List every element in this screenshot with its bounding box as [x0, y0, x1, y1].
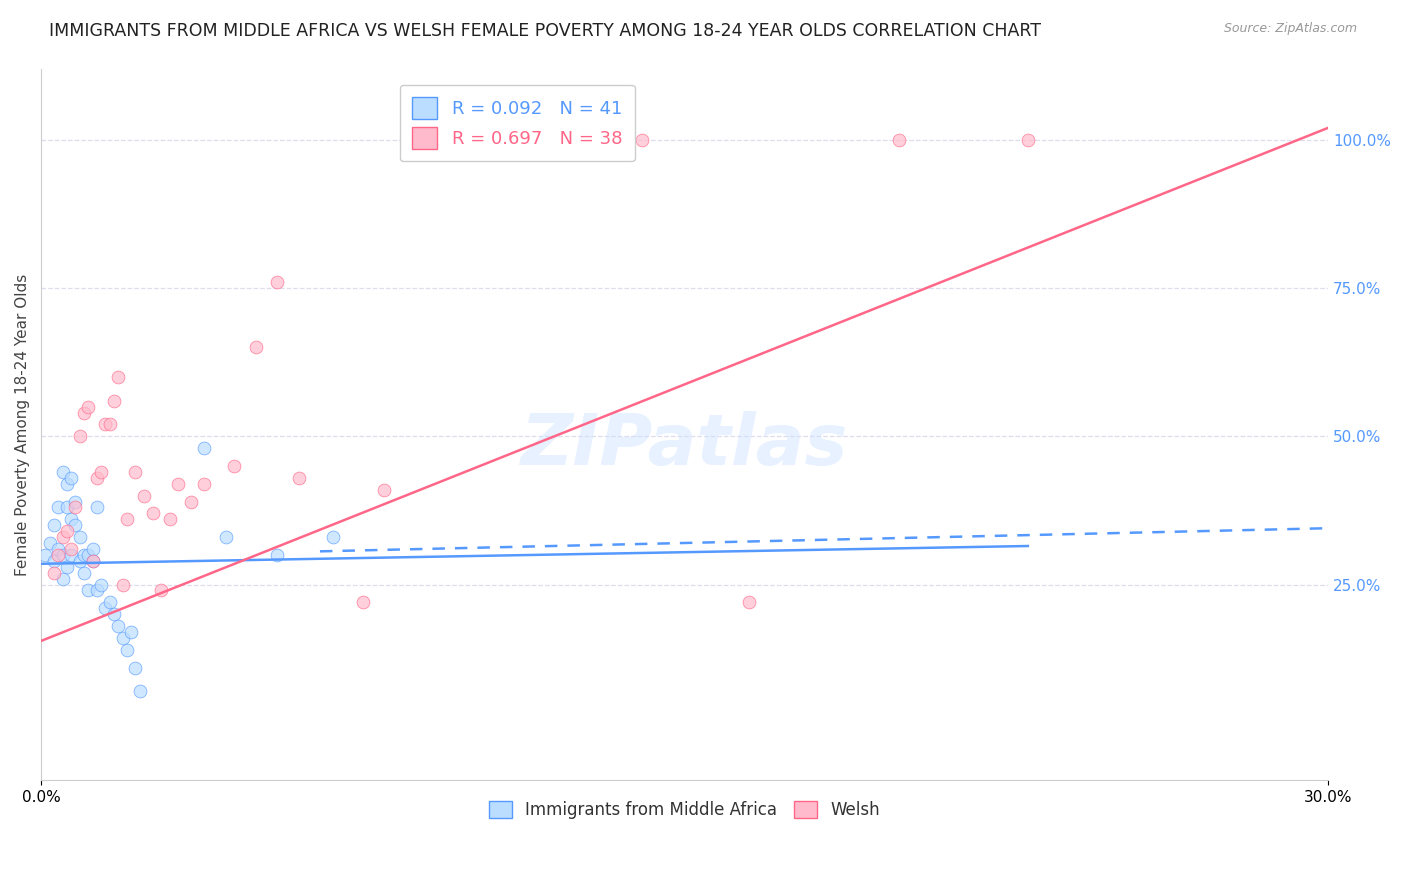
Point: [115, 642, 138, 657]
Point: [69, 530, 91, 544]
Point: [60, 471, 83, 485]
Point: [42, 518, 65, 533]
Point: [352, 595, 374, 609]
Point: [159, 512, 181, 526]
Y-axis label: Female Poverty Among 18-24 Year Olds: Female Poverty Among 18-24 Year Olds: [15, 273, 30, 575]
Point: [34, 548, 56, 562]
Point: [180, 494, 202, 508]
Point: [124, 660, 146, 674]
Point: [73, 566, 96, 580]
Point: [46, 541, 69, 556]
Point: [56, 476, 79, 491]
Point: [51, 530, 73, 544]
Point: [60, 512, 83, 526]
Point: [51, 548, 73, 562]
Point: [94, 417, 117, 432]
Point: [42, 554, 65, 568]
Point: [224, 458, 246, 473]
Point: [124, 465, 146, 479]
Point: [82, 541, 104, 556]
Point: [60, 541, 83, 556]
Point: [103, 607, 125, 622]
Point: [94, 601, 117, 615]
Point: [193, 441, 215, 455]
Point: [630, 133, 652, 147]
Text: IMMIGRANTS FROM MIDDLE AFRICA VS WELSH FEMALE POVERTY AMONG 18-24 YEAR OLDS CORR: IMMIGRANTS FROM MIDDLE AFRICA VS WELSH F…: [49, 22, 1042, 40]
Point: [322, 530, 344, 544]
Point: [77, 583, 100, 598]
Point: [38, 536, 60, 550]
Point: [266, 548, 288, 562]
Point: [167, 476, 190, 491]
Point: [42, 566, 65, 580]
Point: [1017, 133, 1039, 147]
Point: [86, 583, 108, 598]
Point: [90, 465, 112, 479]
Point: [193, 476, 215, 491]
Point: [65, 518, 87, 533]
Point: [523, 133, 546, 147]
Point: [738, 595, 761, 609]
Point: [107, 619, 129, 633]
Point: [77, 548, 100, 562]
Point: [51, 572, 73, 586]
Point: [51, 465, 73, 479]
Point: [69, 554, 91, 568]
Point: [56, 524, 79, 538]
Point: [107, 370, 129, 384]
Point: [245, 340, 267, 354]
Point: [82, 554, 104, 568]
Point: [128, 684, 150, 698]
Point: [90, 577, 112, 591]
Point: [214, 530, 236, 544]
Point: [115, 512, 138, 526]
Text: ZIPatlas: ZIPatlas: [522, 411, 848, 480]
Point: [60, 548, 83, 562]
Point: [373, 483, 395, 497]
Legend: Immigrants from Middle Africa, Welsh: Immigrants from Middle Africa, Welsh: [482, 794, 887, 825]
Point: [111, 631, 134, 645]
Point: [287, 471, 309, 485]
Point: [56, 500, 79, 515]
Point: [46, 500, 69, 515]
Point: [98, 417, 121, 432]
Point: [120, 625, 142, 640]
Point: [73, 548, 96, 562]
Point: [65, 500, 87, 515]
Point: [111, 577, 134, 591]
Point: [65, 494, 87, 508]
Point: [56, 559, 79, 574]
Point: [98, 595, 121, 609]
Point: [142, 507, 165, 521]
Point: [887, 133, 910, 147]
Point: [150, 583, 173, 598]
Point: [69, 429, 91, 443]
Point: [77, 400, 100, 414]
Point: [86, 471, 108, 485]
Point: [416, 133, 439, 147]
Point: [132, 489, 155, 503]
Point: [266, 275, 288, 289]
Point: [82, 554, 104, 568]
Point: [73, 405, 96, 419]
Point: [46, 548, 69, 562]
Point: [86, 500, 108, 515]
Point: [103, 393, 125, 408]
Text: Source: ZipAtlas.com: Source: ZipAtlas.com: [1223, 22, 1357, 36]
